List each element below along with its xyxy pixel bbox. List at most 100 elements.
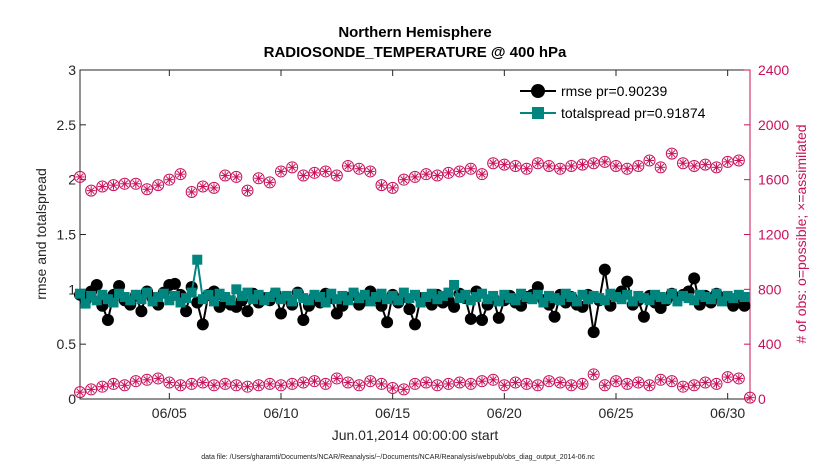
totalspread-point [382,294,393,305]
totalspread-point [359,289,370,300]
obs-point [688,159,701,172]
obs-point [330,372,343,385]
totalspread-point [169,290,180,301]
obs-point [464,377,477,390]
obs-point [74,386,86,399]
obs-point [487,157,500,170]
obs-point [252,172,265,185]
totalspread-point [248,294,259,305]
totalspread-point [331,294,342,305]
totalspread-point [583,294,594,305]
totalspread-point [504,293,515,304]
totalspread-point [544,290,554,301]
y2-tick-labels: 0 400 800 1200 1600 2000 2400 [758,62,789,407]
totalspread-point [97,289,108,300]
totalspread-point [398,287,409,298]
totalspread-point [153,292,164,303]
totalspread-point [125,295,136,306]
obs-point [654,161,667,174]
legend-rmse-label: rmse pr=0.90239 [561,83,667,99]
obs-point [129,375,142,388]
obs-point [185,377,198,390]
totalspread-point [700,292,711,303]
totalspread-point [577,289,588,300]
obs-point [196,180,209,193]
obs-point [107,377,120,390]
totalspread-series [75,254,750,309]
rmse-point [275,307,287,320]
rmse-point [621,275,634,288]
totalspread-point [622,289,633,300]
y2-tick-label: 800 [758,281,782,297]
obs-point [543,159,555,172]
obs-point [598,155,611,168]
totalspread-point [142,287,152,298]
obs-point [487,373,500,386]
totalspread-point [236,290,247,301]
totalspread-point [404,293,415,304]
obs-point [442,377,455,390]
totalspread-point [354,293,365,304]
obs-point [576,158,589,171]
totalspread-point [264,292,275,303]
obs-point [230,379,243,392]
totalspread-point [225,295,236,306]
totalspread-point [393,295,404,306]
obs-point [219,377,232,390]
obs-point [744,391,756,404]
obs-point [353,162,366,175]
totalspread-point [242,287,253,298]
totalspread-point [465,295,476,306]
obs-point [554,376,567,389]
totalspread-point [270,287,281,298]
obs-point [297,169,310,182]
obs-point [252,379,265,392]
totalspread-point [303,295,314,306]
obs-point [85,184,98,197]
totalspread-point [722,290,733,301]
totalspread-point [638,293,649,304]
obs-point [409,170,421,183]
rmse-point [548,310,561,323]
totalspread-point [605,288,616,299]
totalspread-point [689,295,700,306]
obs-point [587,157,600,170]
totalspread-point [666,288,677,299]
rmse-point [464,312,477,325]
obs-point [498,158,511,171]
chart-title-line-1: Northern Hemisphere [338,24,491,41]
obs-point [263,377,276,390]
y-tick-label: 0.5 [57,336,77,352]
obs-point [319,377,332,390]
rmse-point [168,277,181,290]
obs-point [576,377,589,390]
obs-point [498,379,511,392]
x-tick-labels: 06/05 06/10 06/15 06/20 06/25 06/30 [152,405,746,421]
obs-point [665,375,678,388]
obs-point [654,373,667,386]
rmse-point [598,263,611,276]
totalspread-point [521,292,532,303]
totalspread-point [555,295,566,306]
y-tick-labels: 0 0.5 1 1.5 2 2.5 3 [57,62,77,407]
totalspread-point [309,289,320,300]
totalspread-point [616,294,627,305]
totalspread-point [683,293,694,304]
rmse-point [409,318,421,331]
obs-point [565,159,578,172]
obs-point [364,165,377,178]
obs-point [732,154,745,167]
totalspread-point [633,290,644,301]
totalspread-point [86,290,97,301]
totalspread-point [650,289,661,300]
obs-point [699,376,712,389]
rmse-point [688,272,701,285]
totalspread-point [337,290,348,301]
obs-point [431,379,444,392]
totalspread-point [410,289,420,300]
obs-point [386,382,399,395]
obs-point [509,376,522,389]
obs-point [665,147,678,160]
y2-tick-label: 400 [758,336,782,352]
y-tick-label: 0 [68,391,76,407]
